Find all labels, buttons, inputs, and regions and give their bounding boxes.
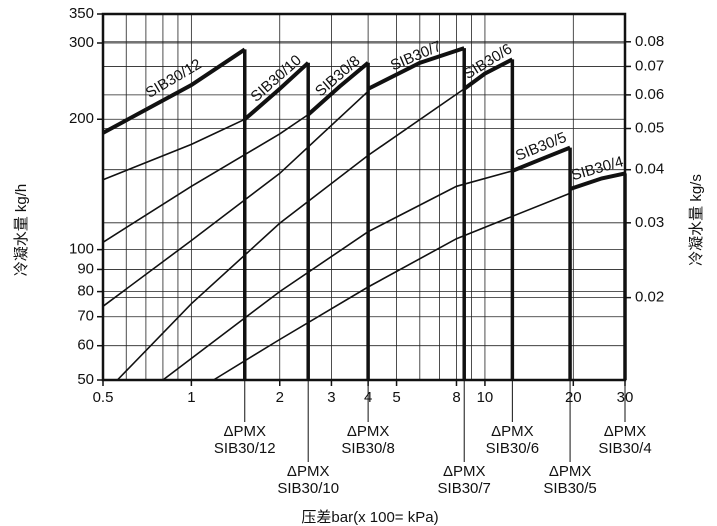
y2-axis-label: 冷凝水量 kg/s bbox=[688, 174, 705, 266]
capacity-curve bbox=[162, 170, 513, 381]
pmx-trap: SIB30/5 bbox=[543, 480, 596, 497]
pmx-trap: SIB30/10 bbox=[277, 480, 339, 497]
capacity-curve bbox=[102, 90, 369, 307]
pmx-trap: SIB30/4 bbox=[598, 440, 651, 457]
y2-tick-label: 0.06 bbox=[635, 86, 664, 103]
capacity-curve bbox=[102, 113, 309, 243]
x-tick-label: 5 bbox=[392, 389, 400, 406]
y2-tick-label: 0.07 bbox=[635, 57, 664, 74]
y-tick-label: 200 bbox=[69, 110, 94, 127]
capacity-curve bbox=[213, 192, 571, 381]
x-tick-label: 0.5 bbox=[93, 389, 114, 406]
y2-tick-label: 0.02 bbox=[635, 289, 664, 306]
y2-tick-label: 0.05 bbox=[635, 119, 664, 136]
y-tick-label: 90 bbox=[77, 260, 94, 277]
y-tick-label: 80 bbox=[77, 283, 94, 300]
max-capacity-curve bbox=[367, 46, 465, 91]
pmx-label: ΔPMX bbox=[443, 463, 486, 480]
y-axis-label: 冷凝水量 kg/h bbox=[13, 184, 30, 277]
pmx-trap: SIB30/7 bbox=[438, 480, 491, 497]
y-tick-label: 100 bbox=[69, 241, 94, 258]
series-label: SIB30/10 bbox=[247, 52, 304, 106]
max-capacity-curve bbox=[569, 171, 626, 191]
pmx-label: ΔPMX bbox=[604, 423, 647, 440]
y-tick-label: 300 bbox=[69, 34, 94, 51]
capacity-curve bbox=[116, 88, 465, 381]
x-tick-label: 10 bbox=[477, 389, 494, 406]
pmx-label: ΔPMX bbox=[223, 423, 266, 440]
x-tick-label: 8 bbox=[452, 389, 460, 406]
pmx-label: ΔPMX bbox=[347, 423, 390, 440]
max-capacity-curve bbox=[102, 47, 246, 135]
x-axis-label: 压差bar(x 100= kPa) bbox=[301, 509, 438, 526]
pmx-label: ΔPMX bbox=[491, 423, 534, 440]
x-tick-label: 3 bbox=[327, 389, 335, 406]
y2-tick-label: 0.04 bbox=[635, 161, 664, 178]
pmx-label: ΔPMX bbox=[549, 463, 592, 480]
max-capacity-curve bbox=[306, 61, 370, 117]
y-tick-label: 50 bbox=[77, 371, 94, 388]
series-label: SIB30/8 bbox=[312, 52, 364, 100]
pmx-trap: SIB30/12 bbox=[214, 440, 276, 457]
pmx-label: ΔPMX bbox=[287, 463, 330, 480]
x-tick-label: 1 bbox=[187, 389, 195, 406]
pmx-trap: SIB30/6 bbox=[486, 440, 539, 457]
x-tick-label: 20 bbox=[565, 389, 582, 406]
y2-tick-label: 0.08 bbox=[635, 33, 664, 50]
max-capacity-curve bbox=[243, 61, 310, 121]
x-tick-label: 2 bbox=[276, 389, 284, 406]
y-tick-label: 60 bbox=[77, 337, 94, 354]
y-tick-label: 350 bbox=[69, 5, 94, 22]
max-capacity-curve bbox=[463, 57, 514, 91]
capacity-curve bbox=[102, 118, 246, 181]
y-tick-label: 70 bbox=[77, 308, 94, 325]
max-capacity-curve bbox=[511, 145, 571, 173]
y2-tick-label: 0.03 bbox=[635, 214, 664, 231]
pmx-trap: SIB30/8 bbox=[341, 440, 394, 457]
